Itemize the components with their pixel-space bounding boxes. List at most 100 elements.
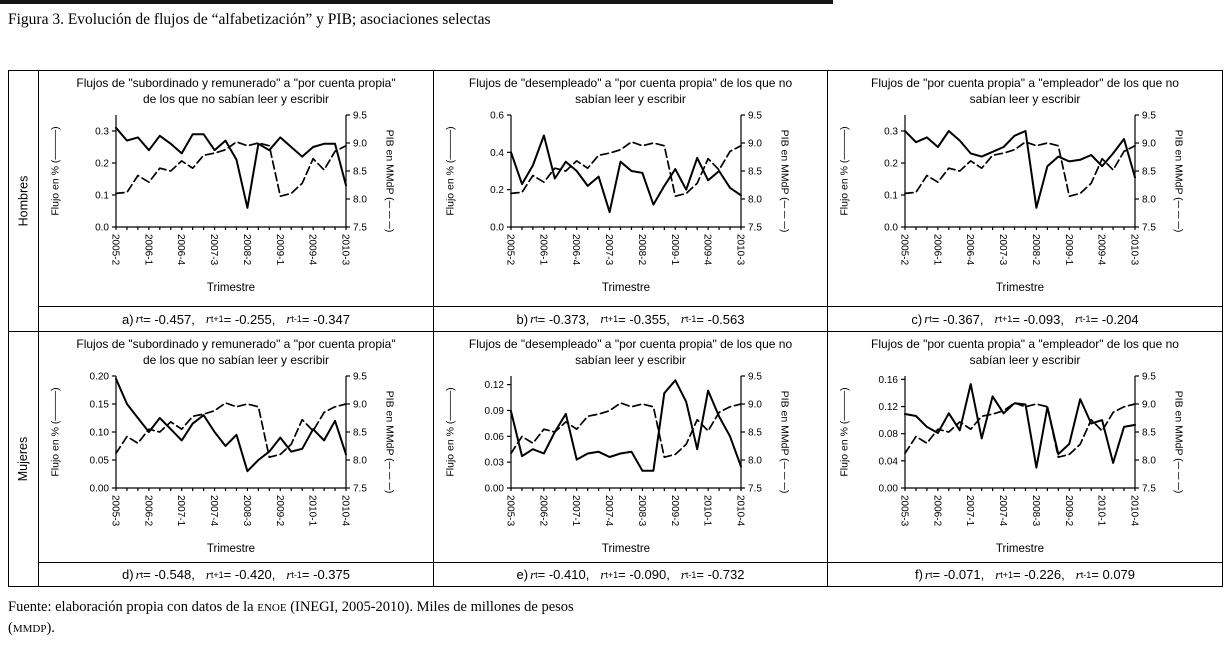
svg-text:8.5: 8.5 xyxy=(748,167,762,178)
svg-text:2009-2: 2009-2 xyxy=(668,495,679,527)
correlation-symbol: r xyxy=(924,566,930,582)
svg-text:Flujo en % (────): Flujo en % (────) xyxy=(839,388,851,477)
svg-text:0.6: 0.6 xyxy=(490,111,504,122)
x-tick-label: 2008-3 xyxy=(635,495,646,527)
correlation-symbol: r xyxy=(680,566,686,582)
x-tick-label: 2008-2 xyxy=(635,234,646,266)
correlation-value: = -0.732 xyxy=(696,567,745,582)
correlation-symbol: r xyxy=(1074,311,1081,326)
stats-prefix: d) xyxy=(122,567,134,582)
series-dashed-line xyxy=(904,402,1136,459)
correlation-subscript: t-1 xyxy=(291,314,302,324)
x-tick-label: 2005-3 xyxy=(899,495,910,527)
correlation-symbol: r xyxy=(924,311,930,326)
svg-text:2009-1: 2009-1 xyxy=(668,234,679,266)
correlation-symbol: r xyxy=(135,311,141,326)
svg-text:9.0: 9.0 xyxy=(1142,400,1156,411)
svg-text:8.5: 8.5 xyxy=(353,428,367,439)
row-label-hombres: Hombres xyxy=(9,71,39,331)
chart-title: Flujos de "subordinado y remunerado" a "… xyxy=(76,337,396,367)
x-tick-label: 2010-4 xyxy=(340,495,351,527)
correlation-value: = -0.563 xyxy=(696,311,745,327)
svg-text:2008-2: 2008-2 xyxy=(241,234,252,266)
svg-text:0.4: 0.4 xyxy=(490,148,504,159)
stats-row-b: b) r t = -0.373, r t+1 = -0.355, r t-1 = -0.563 xyxy=(433,306,827,331)
svg-text:2010-1: 2010-1 xyxy=(701,495,712,527)
stats-row-c: c) r t = -0.367, r t+1 = -0.093, r t-1 = -0.204 xyxy=(827,306,1222,331)
svg-text:PIB en MMdP (─ ─ ─): PIB en MMdP (─ ─ ─) xyxy=(384,130,396,233)
x-tick-label: 2009-4 xyxy=(701,234,712,266)
correlation-value: = -0.548, xyxy=(143,567,195,582)
enoe-smallcaps: ENOE xyxy=(257,602,287,614)
x-tick-label: 2009-4 xyxy=(307,234,318,266)
svg-text:9.5: 9.5 xyxy=(353,372,367,383)
svg-text:9.5: 9.5 xyxy=(1142,111,1156,122)
svg-text:2010-1: 2010-1 xyxy=(1096,495,1107,527)
chart-panel-b: Flujos de "desempleado" a "por cuenta pr… xyxy=(433,71,827,306)
correlation-symbol: r xyxy=(286,566,292,582)
svg-text:2009-1: 2009-1 xyxy=(274,234,285,266)
svg-text:7.5: 7.5 xyxy=(353,484,367,495)
correlation-symbol: r xyxy=(286,311,292,326)
svg-text:9.0: 9.0 xyxy=(748,139,762,150)
x-tick-label: 2006-4 xyxy=(964,234,975,266)
stats-row-f: f) r t = -0.071, r t+1 = -0.226, r t-1 = 0.079 xyxy=(827,562,1222,586)
x-axis-title: Trimestre xyxy=(996,282,1044,294)
x-tick-label: 2008-3 xyxy=(1030,495,1041,527)
stats-prefix: a) xyxy=(122,311,134,327)
svg-text:0.16: 0.16 xyxy=(879,375,899,386)
chart-title: Flujos de "por cuenta propia" a "emplead… xyxy=(871,76,1179,106)
svg-text:PIB en MMdP (─ ─ ─): PIB en MMdP (─ ─ ─) xyxy=(778,391,790,494)
x-tick-label: 2010-1 xyxy=(1096,495,1107,527)
svg-text:0.1: 0.1 xyxy=(884,191,898,202)
correlation-symbol: r xyxy=(680,311,686,326)
x-tick-label: 2009-2 xyxy=(668,495,679,527)
correlation-subscript: t-1 xyxy=(291,569,302,580)
series-solid-line xyxy=(115,377,347,473)
chart-canvas: 0.0 0.1 0.2 0.3 7.5 8.0 8.5 9.0 9.5 2005-2 2006-1 2… xyxy=(50,111,396,295)
correlation-subscript: t+1 xyxy=(999,314,1013,324)
svg-text:Flujo en % (────): Flujo en % (────) xyxy=(839,127,851,216)
right-axis-title: PIB en MMdP (─ ─ ─) xyxy=(1173,391,1185,494)
svg-text:2009-4: 2009-4 xyxy=(307,234,318,266)
correlation-subscript: t xyxy=(140,314,144,324)
svg-text:0.1: 0.1 xyxy=(95,191,109,202)
x-tick-label: 2009-2 xyxy=(274,495,285,527)
stats-prefix: b) xyxy=(516,311,529,327)
svg-text:0.00: 0.00 xyxy=(484,484,504,495)
svg-text:2005-3: 2005-3 xyxy=(899,495,910,527)
series-solid-line xyxy=(509,134,742,214)
x-tick-label: 2007-4 xyxy=(208,495,219,527)
stats-prefix: c) xyxy=(911,311,923,327)
x-tick-label: 2010-1 xyxy=(307,495,318,527)
svg-text:2005-3: 2005-3 xyxy=(110,495,121,527)
x-tick-label: 2010-3 xyxy=(734,234,745,266)
svg-text:PIB en MMdP (─ ─ ─): PIB en MMdP (─ ─ ─) xyxy=(778,130,790,233)
svg-text:8.0: 8.0 xyxy=(748,456,762,467)
svg-text:0.15: 0.15 xyxy=(90,400,110,411)
source-text: Fuente: elaboración propia con datos de … xyxy=(8,599,258,615)
svg-text:PIB en MMdP (─ ─ ─): PIB en MMdP (─ ─ ─) xyxy=(384,391,396,494)
correlation-subscript: t+1 xyxy=(605,569,619,580)
correlation-value: = -0.375 xyxy=(301,567,350,582)
correlation-symbol: r xyxy=(600,311,606,326)
correlation-subscript: t+1 xyxy=(210,569,224,580)
left-axis-title: Flujo en % (────) xyxy=(50,127,62,216)
correlation-subscript: t xyxy=(929,569,933,580)
source-text: ( xyxy=(8,620,13,637)
x-axis-title: Trimestre xyxy=(601,543,649,555)
svg-text:0.12: 0.12 xyxy=(484,380,504,391)
svg-text:2006-4: 2006-4 xyxy=(175,234,186,266)
svg-text:8.0: 8.0 xyxy=(353,195,367,206)
svg-text:2010-1: 2010-1 xyxy=(307,495,318,527)
correlation-subscript: t+1 xyxy=(605,314,619,324)
svg-text:8.5: 8.5 xyxy=(353,167,367,178)
svg-text:2006-2: 2006-2 xyxy=(142,495,153,527)
svg-text:0.08: 0.08 xyxy=(879,429,899,440)
svg-text:8.5: 8.5 xyxy=(1142,428,1156,439)
stats-prefix: e) xyxy=(516,567,529,582)
left-axis-title: Flujo en % (────) xyxy=(839,127,851,216)
left-axis-title: Flujo en % (────) xyxy=(839,388,851,477)
svg-text:9.0: 9.0 xyxy=(353,400,367,411)
x-tick-label: 2009-2 xyxy=(1063,495,1074,527)
